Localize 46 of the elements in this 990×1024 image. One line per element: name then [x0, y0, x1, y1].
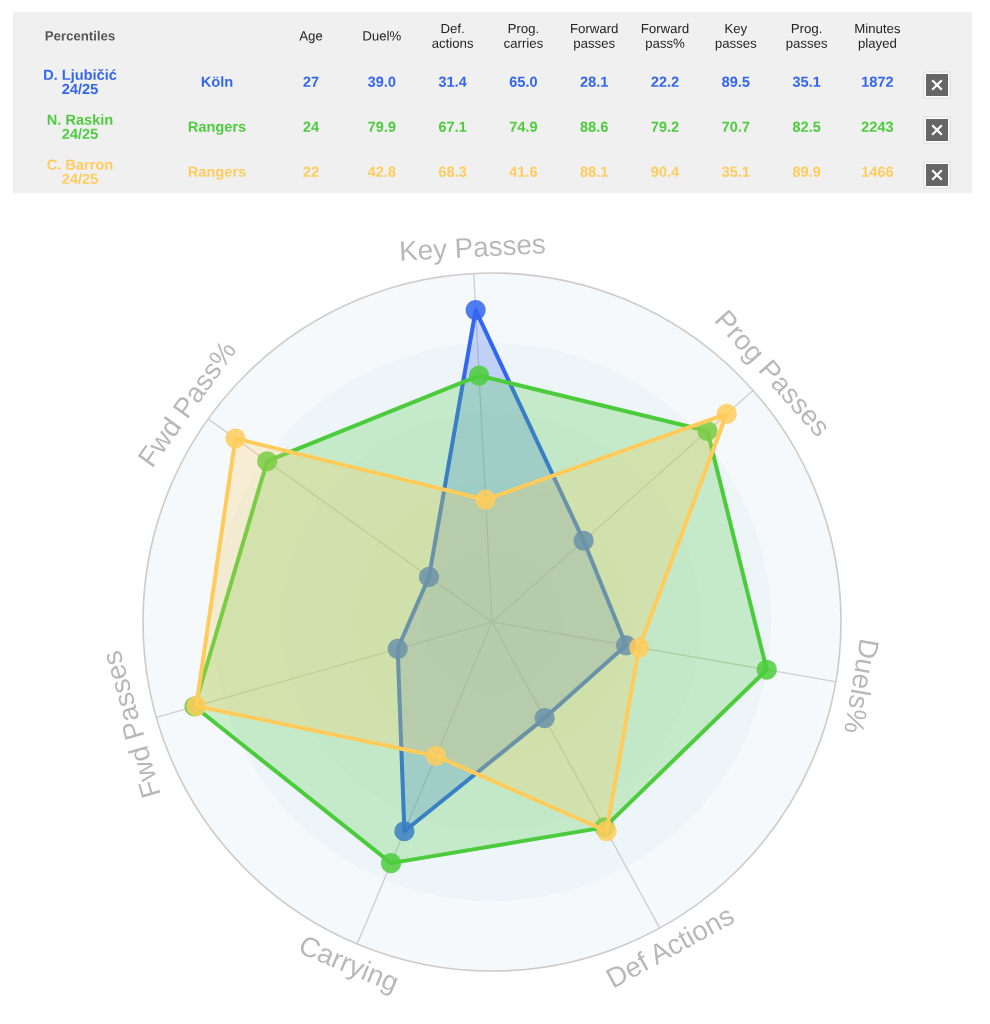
data-label: 2243	[861, 121, 894, 132]
data-label: 82.5	[792, 121, 821, 132]
data-label: 39.0	[367, 76, 396, 87]
category-label: Forward passes	[571, 23, 618, 51]
data-label: 35.1	[721, 166, 750, 177]
data-label: 79.9	[368, 121, 396, 132]
data-label: 88.1	[580, 166, 608, 177]
data-label: 41.6	[509, 166, 538, 177]
category-label: Def. actions	[432, 23, 474, 48]
data-label: 28.1	[580, 76, 608, 87]
category-label: Prog. passes	[786, 23, 828, 51]
spoke-label: Fwd Passes	[100, 650, 161, 798]
category-label: Duel%	[363, 30, 401, 41]
category-label: Age	[299, 31, 323, 44]
text: C. Barron 24/25	[47, 159, 113, 185]
category-label: Minutes played	[855, 23, 901, 51]
text: Percentiles	[45, 30, 115, 41]
data-label: 27	[303, 76, 319, 87]
data-label: 22	[303, 166, 319, 177]
data-label: 22.2	[651, 76, 679, 87]
data-label: 31.4	[438, 76, 467, 87]
data-label: 70.7	[722, 121, 750, 132]
data-label: 1872	[862, 76, 894, 87]
data-label: 42.8	[367, 166, 396, 177]
category-label: Key passes	[715, 23, 757, 51]
data-label: 89.9	[792, 166, 821, 177]
text: N. Raskin 24/25	[47, 114, 113, 140]
category-label: Köln	[201, 76, 233, 87]
data-label: 74.9	[509, 121, 538, 132]
data-label: 68.3	[438, 166, 467, 177]
data-label: 67.1	[438, 121, 467, 132]
data-label: 1466	[862, 166, 894, 177]
data-label: 89.5	[722, 76, 750, 87]
data-label: 90.4	[651, 166, 680, 177]
spoke-label: Key Passes	[400, 234, 546, 267]
data-label: 24	[303, 121, 320, 132]
category-label: Rangers	[188, 166, 246, 180]
data-label: 79.2	[651, 121, 679, 132]
category-label: Rangers	[188, 121, 246, 135]
category-label: Forward pass%	[641, 23, 689, 51]
series-label: D. Ljubičić 24/25	[44, 68, 117, 95]
data-label: 65.0	[509, 76, 537, 87]
spoke-label: Duels%	[843, 639, 880, 735]
data-label: 35.1	[792, 76, 821, 87]
category-label: Prog. carries	[504, 23, 543, 48]
data-label: 88.6	[580, 121, 608, 132]
